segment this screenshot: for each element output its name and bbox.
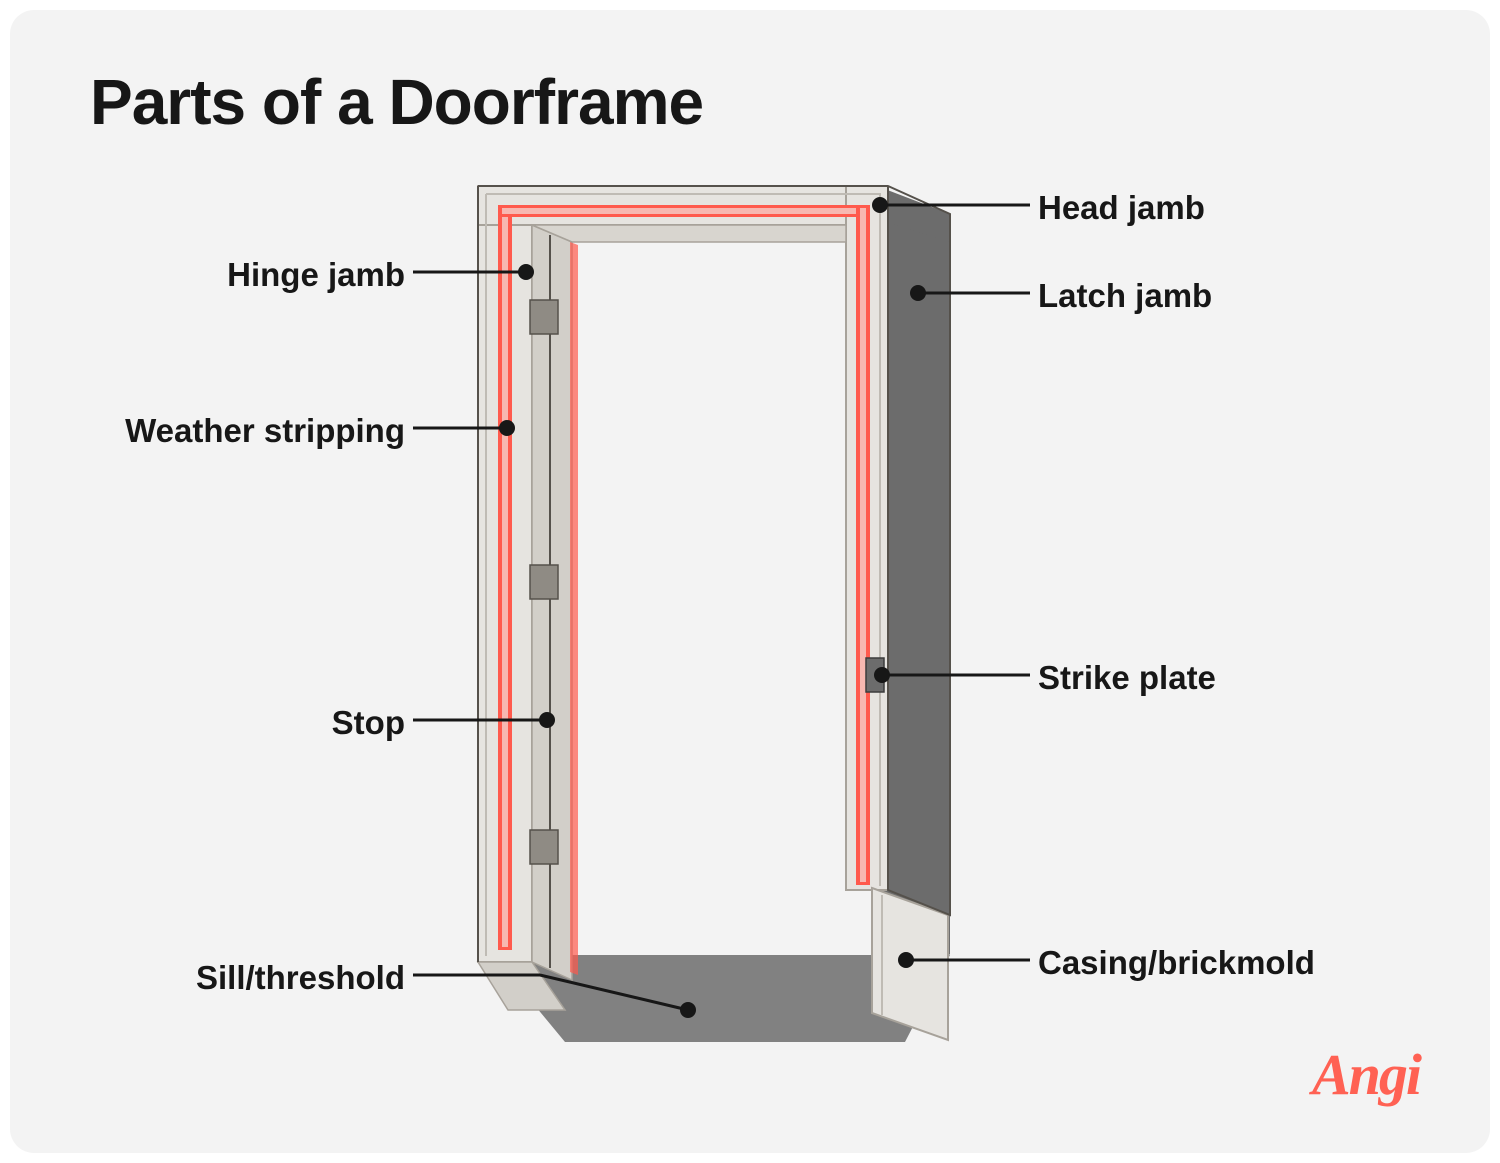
hinge-bottom (530, 830, 558, 864)
label-casing-brickmold: Casing/brickmold (1038, 944, 1315, 982)
label-head-jamb: Head jamb (1038, 189, 1205, 227)
hinge-middle (530, 565, 558, 599)
left-inner-reveal (532, 225, 572, 980)
weatherstrip-inner-left (570, 242, 578, 975)
leader-dot-weather-stripping (499, 420, 515, 436)
leader-dot-stop (539, 712, 555, 728)
leader-dot-strike-plate (874, 667, 890, 683)
leader-dot-latch-jamb (910, 285, 926, 301)
infographic-card: Parts of a Doorframe (10, 10, 1490, 1153)
weatherstrip-right-inner (860, 208, 866, 882)
brand-logo: Angi (1312, 1041, 1420, 1108)
label-weather-stripping: Weather stripping (125, 412, 405, 450)
label-sill-threshold: Sill/threshold (196, 959, 405, 997)
label-latch-jamb: Latch jamb (1038, 277, 1212, 315)
label-stop: Stop (332, 704, 405, 742)
label-strike-plate: Strike plate (1038, 659, 1216, 697)
label-hinge-jamb: Hinge jamb (227, 256, 405, 294)
right-depth-shadow (882, 188, 950, 955)
leader-dot-hinge-jamb (518, 264, 534, 280)
hinge-top (530, 300, 558, 334)
leader-dot-casing-brickmold (898, 952, 914, 968)
head-inner-reveal (532, 225, 846, 242)
weatherstrip-left-inner (502, 208, 508, 947)
weatherstrip-top-inner (502, 208, 864, 214)
leader-dot-sill-threshold (680, 1002, 696, 1018)
leader-dot-head-jamb (872, 197, 888, 213)
